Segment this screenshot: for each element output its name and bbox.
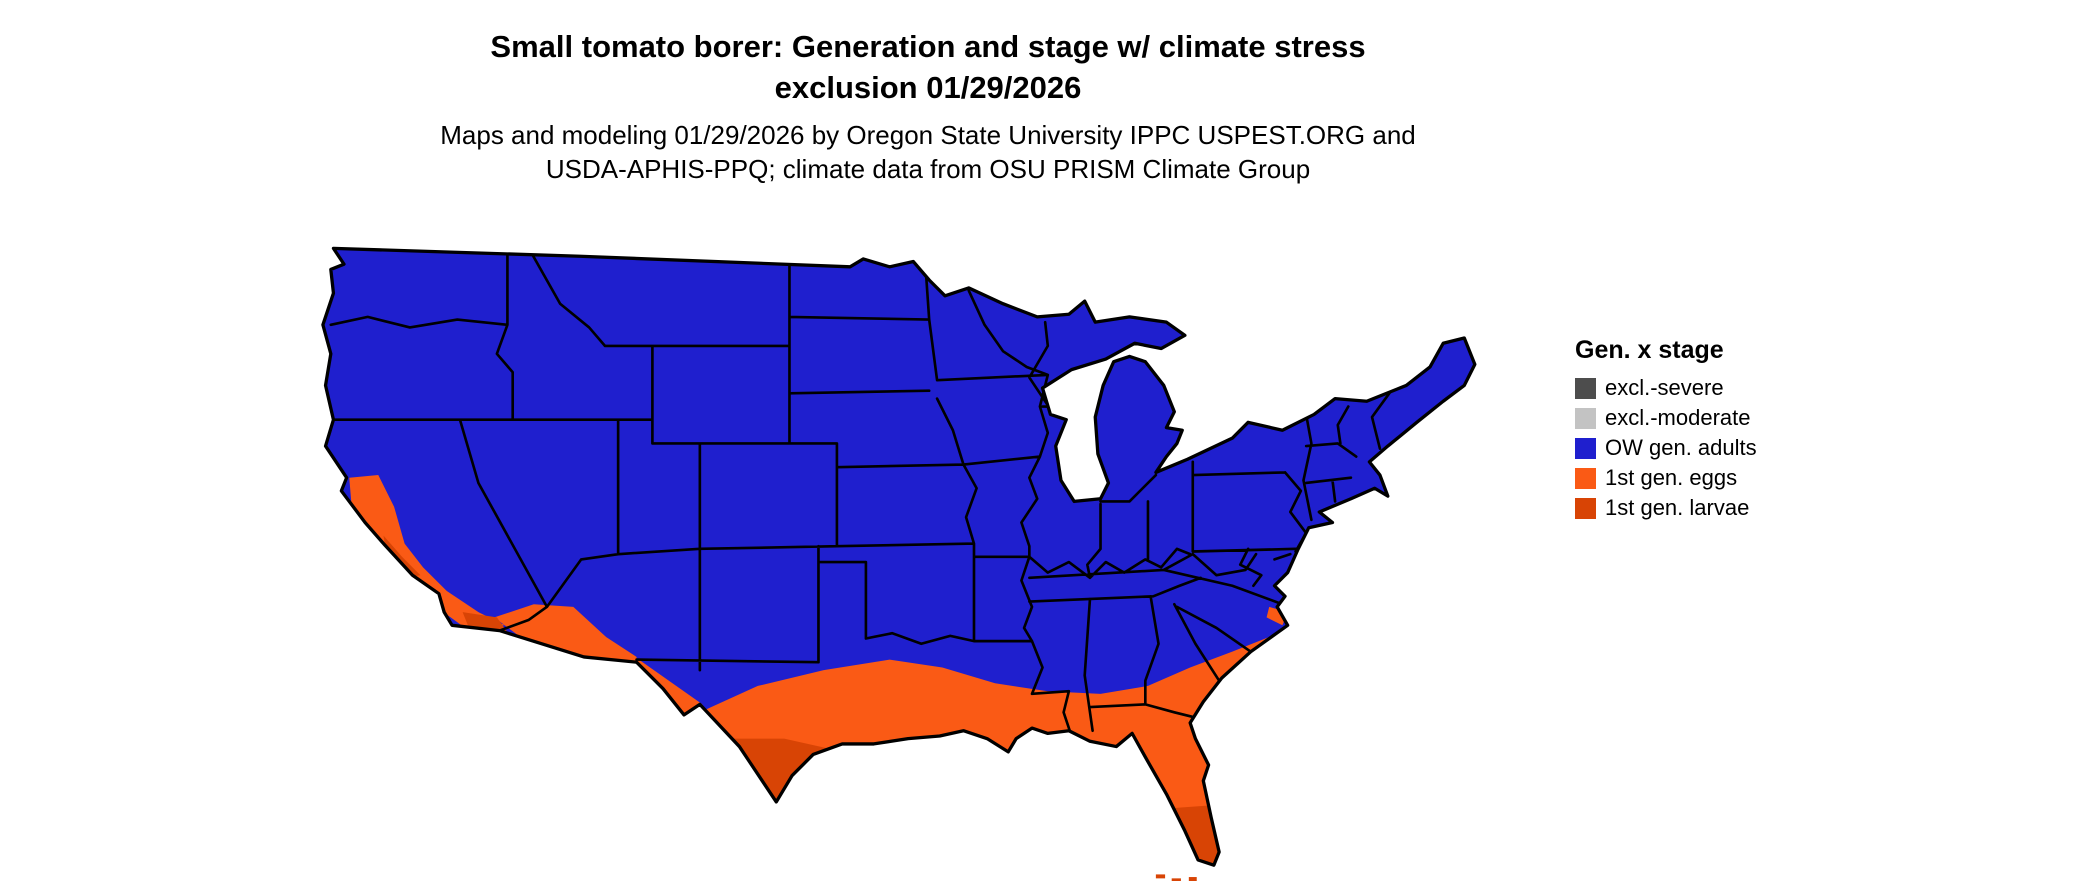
legend-title: Gen. x stage [1575, 336, 1724, 364]
title-line-2: exclusion 01/29/2026 [774, 70, 1082, 105]
region-ow-adults [322, 248, 1475, 866]
subtitle-line-2: USDA-APHIS-PPQ; climate data from OSU PR… [545, 154, 1311, 184]
legend-swatch-excl-severe [1575, 377, 1596, 399]
map-subtitle: Maps and modeling 01/29/2026 by Oregon S… [0, 118, 1856, 186]
legend-item-first-gen-larvae: 1st gen. larvae [1575, 495, 1805, 521]
legend-swatch-first-gen-eggs [1575, 467, 1596, 489]
legend-swatch-first-gen-larvae [1575, 497, 1596, 519]
legend-swatch-ow-gen-adults [1575, 437, 1596, 459]
us-map [305, 222, 1527, 883]
legend-item-excl-severe: excl.-severe [1575, 375, 1805, 401]
legend-item-first-gen-eggs: 1st gen. eggs [1575, 465, 1805, 491]
map-legend: Gen. x stage excl.-severe excl.-moderate… [1575, 336, 1805, 525]
legend-label: 1st gen. eggs [1605, 465, 1738, 490]
legend-label: 1st gen. larvae [1605, 495, 1750, 520]
us-map-svg [321, 246, 1477, 883]
legend-swatch-excl-moderate [1575, 407, 1596, 429]
legend-item-excl-moderate: excl.-moderate [1575, 405, 1805, 431]
map-title: Small tomato borer: Generation and stage… [0, 26, 1856, 108]
legend-label: OW gen. adults [1605, 435, 1757, 460]
florida-keys [1155, 874, 1197, 883]
subtitle-line-1: Maps and modeling 01/29/2026 by Oregon S… [440, 120, 1416, 150]
legend-item-ow-gen-adults: OW gen. adults [1575, 435, 1805, 461]
legend-label: excl.-severe [1605, 375, 1724, 400]
legend-label: excl.-moderate [1605, 405, 1751, 430]
title-line-1: Small tomato borer: Generation and stage… [490, 29, 1366, 64]
